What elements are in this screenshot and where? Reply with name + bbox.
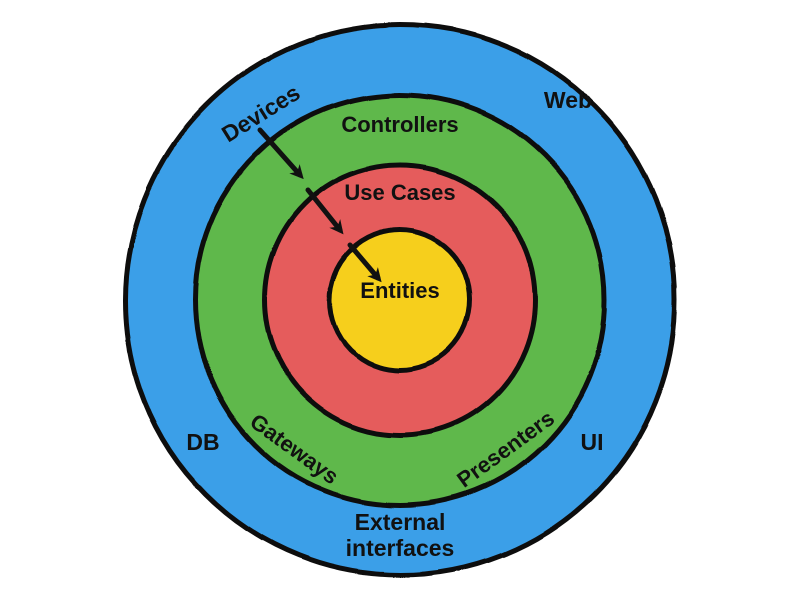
label-adapters: Controllers <box>341 112 458 137</box>
label-outer: interfaces <box>346 535 455 561</box>
label-outer: UI <box>581 429 604 455</box>
label-outer: DB <box>186 429 219 455</box>
label-entities: Entities <box>360 278 439 303</box>
label-outer: Web <box>544 87 592 113</box>
clean-architecture-diagram: DevicesWebDBUIExternalinterfacesControll… <box>0 0 800 600</box>
label-usecases: Use Cases <box>344 180 455 205</box>
label-outer: External <box>355 509 446 535</box>
